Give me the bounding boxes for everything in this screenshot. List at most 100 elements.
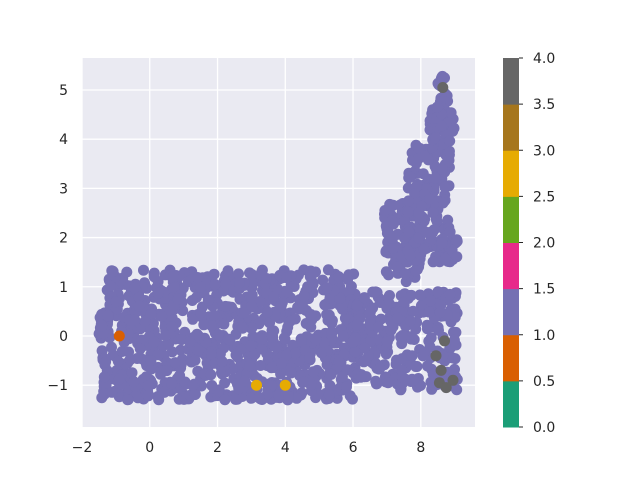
- data-point: [107, 265, 119, 277]
- data-point: [280, 349, 292, 361]
- data-point: [266, 361, 278, 373]
- data-point: [351, 300, 363, 312]
- data-point: [343, 286, 355, 298]
- data-point: [444, 226, 456, 238]
- data-point: [219, 377, 231, 389]
- colorbar-tick-label: 2.0: [533, 236, 555, 252]
- data-point: [161, 365, 173, 377]
- data-point: [224, 334, 236, 346]
- data-point: [402, 206, 414, 218]
- data-point: [113, 373, 125, 385]
- data-point: [220, 278, 232, 290]
- x-tick-label: 0: [145, 440, 154, 456]
- data-point: [230, 393, 241, 405]
- data-point: [219, 394, 231, 406]
- data-point: [380, 266, 392, 278]
- scatter-points: [93, 70, 463, 406]
- data-point: [283, 391, 294, 402]
- data-point: [222, 265, 234, 277]
- data-point: [145, 308, 157, 320]
- highlight-point: [440, 382, 452, 394]
- data-point: [307, 366, 319, 378]
- data-point: [276, 357, 287, 369]
- data-point: [318, 337, 330, 348]
- data-point: [380, 348, 392, 360]
- data-point: [396, 338, 408, 350]
- data-point: [98, 371, 110, 383]
- data-point: [408, 334, 420, 345]
- data-point: [110, 296, 122, 308]
- y-tick-label: 2: [59, 231, 68, 247]
- data-point: [142, 390, 154, 402]
- colorbar-tick-label: 1.5: [533, 282, 555, 298]
- data-point: [425, 295, 436, 307]
- data-point: [404, 249, 416, 261]
- data-point: [385, 324, 397, 336]
- data-point: [399, 373, 411, 385]
- x-axis-ticks: −2 0 2 4 6 8: [72, 440, 426, 456]
- data-point: [372, 321, 384, 333]
- data-point: [307, 268, 318, 280]
- colorbar-segment: [503, 242, 519, 290]
- colorbar-tick-label: 3.0: [533, 143, 555, 159]
- data-point: [306, 276, 318, 288]
- x-tick-label: 8: [416, 440, 425, 456]
- data-point: [205, 369, 217, 381]
- data-point: [333, 271, 345, 283]
- colorbar-tick-label: 0.5: [533, 374, 555, 390]
- data-point: [410, 265, 422, 277]
- data-point: [398, 296, 410, 308]
- data-point: [291, 392, 303, 404]
- data-point: [234, 277, 245, 289]
- data-point: [349, 346, 361, 358]
- data-point: [359, 355, 371, 367]
- data-point: [96, 320, 108, 332]
- colorbar-tick-label: 1.0: [533, 328, 555, 344]
- data-point: [431, 101, 443, 113]
- x-tick-label: 2: [213, 440, 222, 456]
- data-point: [323, 389, 335, 401]
- data-point: [254, 296, 266, 307]
- data-point: [244, 360, 256, 372]
- data-point: [405, 315, 416, 327]
- colorbar-segment: [503, 196, 519, 243]
- data-point: [439, 181, 451, 193]
- data-point: [439, 72, 450, 84]
- data-point: [387, 218, 399, 230]
- data-point: [187, 380, 199, 391]
- data-point: [126, 367, 138, 379]
- data-point: [106, 386, 118, 398]
- data-point: [255, 360, 266, 371]
- colorbar-segment: [503, 288, 519, 336]
- data-point: [451, 251, 463, 263]
- data-point: [274, 301, 286, 313]
- data-point: [129, 282, 141, 294]
- colorbar-tick-label: 2.5: [533, 189, 555, 205]
- data-point: [407, 305, 419, 317]
- colorbar-segment: [503, 150, 519, 197]
- data-point: [289, 347, 301, 359]
- data-point: [422, 154, 434, 166]
- data-point: [129, 314, 141, 326]
- data-point: [246, 269, 258, 280]
- data-point: [434, 306, 446, 318]
- y-tick-label: 5: [59, 83, 68, 99]
- data-point: [444, 135, 456, 147]
- data-point: [205, 348, 217, 360]
- data-point: [209, 278, 221, 290]
- data-point: [404, 171, 416, 183]
- data-point: [152, 287, 164, 299]
- data-point: [282, 321, 294, 333]
- y-tick-label: 1: [59, 280, 68, 296]
- data-point: [134, 343, 146, 355]
- data-point: [429, 172, 441, 184]
- data-point: [439, 253, 451, 265]
- data-point: [370, 378, 382, 390]
- data-point: [112, 355, 124, 367]
- data-point: [432, 286, 444, 298]
- colorbar-tick-label: 0.0: [533, 420, 555, 436]
- data-point: [169, 282, 180, 293]
- data-point: [347, 393, 358, 405]
- data-point: [421, 360, 433, 372]
- data-point: [444, 288, 456, 300]
